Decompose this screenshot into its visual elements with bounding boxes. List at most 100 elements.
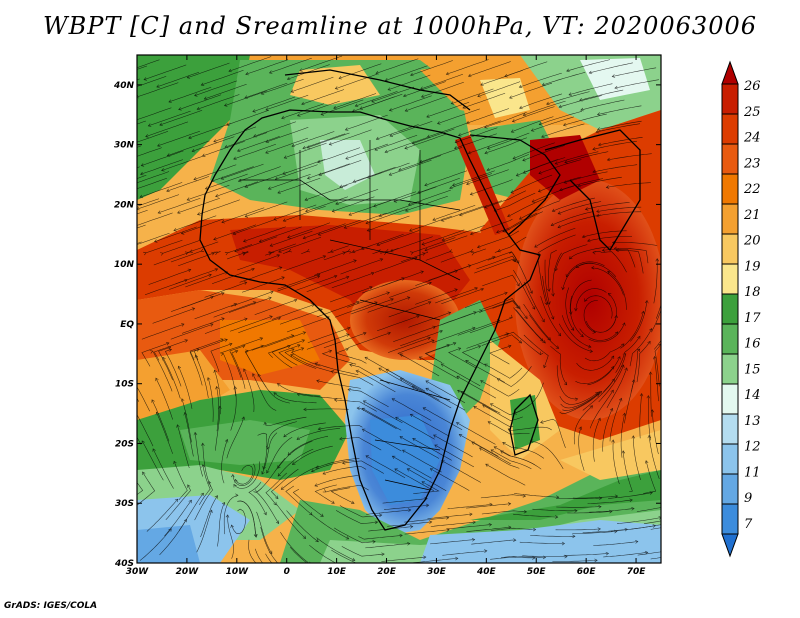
colorbar-label: 19 xyxy=(744,259,761,274)
streamline-arrow xyxy=(267,573,270,576)
colorbar-label: 25 xyxy=(743,105,761,120)
streamline-arrow xyxy=(692,520,695,523)
streamline-arrow xyxy=(129,347,132,350)
streamline-arrow xyxy=(118,406,121,409)
streamline-arrow xyxy=(295,582,298,585)
streamline-arrow xyxy=(664,290,667,293)
colorbar-label: 16 xyxy=(744,337,761,352)
streamline-arrow xyxy=(105,78,108,81)
colorbar-label: 12 xyxy=(744,440,761,455)
colorbar-segment xyxy=(722,294,738,324)
streamline-arrow xyxy=(679,547,682,550)
streamline-arrow xyxy=(675,311,678,314)
colorbar-bottom-arrow xyxy=(722,534,738,556)
streamline-arrow xyxy=(120,160,123,163)
colorbar-label: 22 xyxy=(743,182,761,197)
streamline-arrow xyxy=(127,246,130,249)
streamline xyxy=(95,97,137,112)
streamline-arrow xyxy=(129,120,132,123)
streamline-arrow xyxy=(98,159,101,162)
lon-label: 70E xyxy=(627,567,647,577)
lon-label: 50E xyxy=(527,567,547,577)
lat-label: 40N xyxy=(113,81,135,91)
streamline-arrow xyxy=(370,564,373,567)
colorbar-label: 18 xyxy=(744,285,761,300)
colorbar-label: 11 xyxy=(744,465,761,480)
colorbar-top-arrow xyxy=(722,62,738,84)
streamline-arrow xyxy=(108,252,111,255)
footer-credit: GrADS: IGES/COLA xyxy=(4,601,97,611)
colorbar-segment xyxy=(722,114,738,144)
streamline-arrow xyxy=(665,275,668,278)
streamline-arrow xyxy=(132,406,135,409)
colorbar-segment xyxy=(722,264,738,294)
lon-label: 20E xyxy=(377,567,397,577)
streamline xyxy=(120,348,137,379)
streamline-arrow xyxy=(117,72,120,75)
lat-label: EQ xyxy=(120,320,134,330)
streamline-arrow xyxy=(692,550,695,553)
streamline-arrow xyxy=(322,572,325,575)
streamline-arrow xyxy=(125,191,128,194)
colorbar-label: 13 xyxy=(744,414,761,429)
streamline-arrow xyxy=(281,579,284,582)
streamline-arrow xyxy=(103,238,106,241)
streamline-arrow xyxy=(104,134,107,137)
colorbar-segment xyxy=(722,234,738,264)
colorbar-label: 20 xyxy=(743,234,761,249)
lon-label: 40E xyxy=(476,567,497,577)
colorbar-label: 9 xyxy=(744,491,752,506)
wbpt-field xyxy=(95,55,695,584)
colorbar-label: 17 xyxy=(744,311,761,326)
streamline-arrow xyxy=(105,223,108,226)
lon-label: 0 xyxy=(284,567,290,577)
streamline-arrow xyxy=(98,91,101,94)
colorbar-segment xyxy=(722,204,738,234)
colorbar-segment xyxy=(722,324,738,354)
lat-label: 20N xyxy=(114,200,135,210)
streamline-arrow xyxy=(121,459,124,462)
colorbar-segment xyxy=(722,504,738,534)
colorbar-label: 23 xyxy=(743,156,761,171)
colorbar-label: 24 xyxy=(743,131,761,146)
colorbar-label: 15 xyxy=(744,362,761,377)
lon-label: 10E xyxy=(327,567,347,577)
streamline-arrow xyxy=(673,521,676,524)
streamline xyxy=(97,167,139,182)
streamline-arrow xyxy=(127,184,130,187)
streamline-arrow xyxy=(678,502,681,505)
streamline-arrow xyxy=(278,564,281,567)
colorbar-segment xyxy=(722,354,738,384)
lat-label: 30N xyxy=(114,141,135,151)
colorbar-segment xyxy=(722,474,738,504)
lon-label: 30E xyxy=(427,567,447,577)
streamline-arrow xyxy=(130,225,133,228)
streamline-arrow xyxy=(116,364,119,367)
lat-label: 40S xyxy=(114,559,134,569)
streamline-arrow xyxy=(117,211,120,214)
lon-label: 60E xyxy=(577,567,597,577)
streamline-arrow xyxy=(128,372,131,375)
colorbar-label: 7 xyxy=(744,517,753,532)
colorbar-label: 14 xyxy=(744,388,761,403)
colorbar-segment xyxy=(722,174,738,204)
colorbar-label: 26 xyxy=(743,79,761,94)
lat-label: 10S xyxy=(115,380,134,390)
streamline-arrow xyxy=(685,514,688,517)
lat-label: 20S xyxy=(115,439,134,449)
colorbar-label: 21 xyxy=(743,208,761,223)
colorbar: 26 25 24 23 22 21 20 19 18 17 16 15 14 13 12 11 9 7 xyxy=(722,62,761,556)
lat-label: 30S xyxy=(115,499,134,509)
streamline-arrow xyxy=(95,110,98,113)
lon-label: 10W xyxy=(226,567,250,577)
colorbar-segment xyxy=(722,444,738,474)
streamline-arrow xyxy=(97,179,100,182)
streamline-arrow xyxy=(104,188,107,191)
colorbar-segment xyxy=(722,84,738,114)
lon-label: 20W xyxy=(176,567,200,577)
colorbar-segment xyxy=(722,414,738,444)
colorbar-segment xyxy=(722,384,738,414)
lat-label: 10N xyxy=(114,260,135,270)
colorbar-segment xyxy=(722,144,738,174)
